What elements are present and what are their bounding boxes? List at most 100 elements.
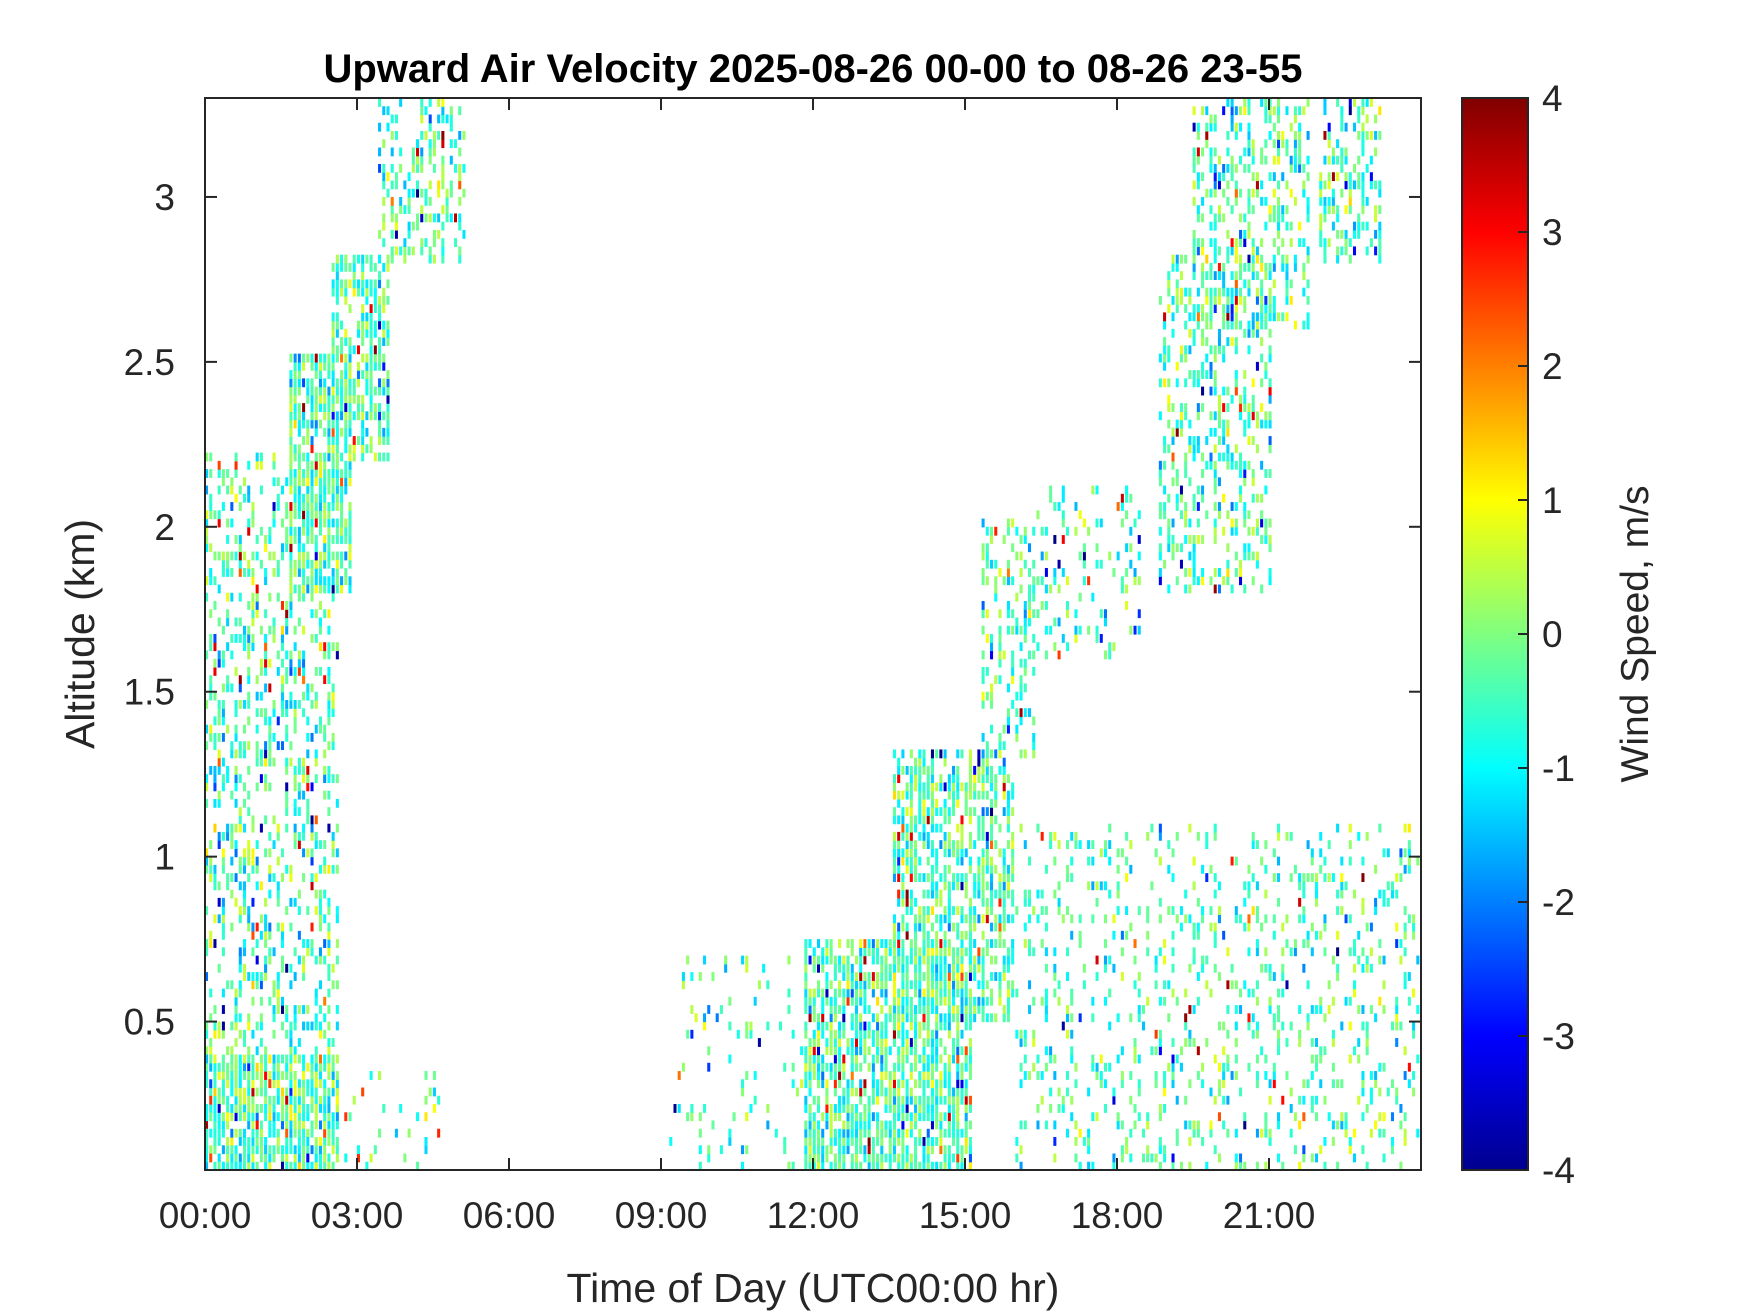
heatmap-cell	[1146, 947, 1150, 957]
heatmap-cell	[1154, 980, 1158, 990]
heatmap-cell	[1120, 1079, 1124, 1089]
heatmap-cell	[1120, 1145, 1124, 1155]
heatmap-cell	[1289, 1104, 1293, 1113]
heatmap-cell	[272, 518, 276, 528]
heatmap-cell	[935, 947, 939, 957]
heatmap-cell	[804, 1137, 808, 1146]
heatmap-cell	[365, 427, 369, 437]
heatmap-cell	[1293, 939, 1297, 948]
heatmap-cell	[977, 856, 981, 866]
heatmap-cell	[960, 947, 964, 957]
heatmap-cell	[264, 955, 268, 965]
heatmap-cell	[327, 1128, 331, 1138]
heatmap-cell	[285, 782, 289, 792]
heatmap-cell	[386, 394, 390, 404]
heatmap-cell	[365, 328, 369, 338]
heatmap-cell	[1361, 873, 1365, 882]
heatmap-cell	[1116, 502, 1120, 511]
heatmap-cell	[289, 658, 293, 668]
heatmap-cell	[1260, 963, 1264, 973]
heatmap-cell	[226, 1062, 230, 1072]
heatmap-cell	[420, 188, 424, 198]
heatmap-cell	[297, 955, 301, 965]
heatmap-cell	[1196, 972, 1200, 981]
heatmap-cell	[1285, 831, 1289, 841]
heatmap-cell	[1264, 98, 1268, 107]
heatmap-cell	[1264, 947, 1268, 957]
heatmap-cell	[348, 279, 352, 289]
heatmap-cell	[1137, 1005, 1141, 1014]
heatmap-cell	[1002, 889, 1006, 899]
heatmap-cell	[310, 477, 314, 487]
heatmap-cell	[1175, 576, 1179, 586]
heatmap-cell	[437, 1128, 441, 1138]
heatmap-cell	[234, 1038, 238, 1047]
heatmap-cell	[221, 1145, 225, 1155]
heatmap-cell	[1306, 939, 1310, 948]
heatmap-cell	[217, 1137, 221, 1146]
heatmap-cell	[209, 510, 213, 520]
heatmap-cell	[217, 1021, 221, 1031]
heatmap-cell	[318, 1071, 322, 1080]
heatmap-cell	[905, 782, 909, 792]
heatmap-cell	[1310, 1095, 1314, 1105]
heatmap-cell	[952, 1120, 956, 1130]
heatmap-cell	[285, 1071, 289, 1080]
heatmap-cell	[331, 337, 335, 346]
heatmap-cell	[863, 1153, 867, 1163]
heatmap-cell	[331, 840, 335, 849]
heatmap-cell	[1289, 831, 1293, 841]
heatmap-cell	[327, 1120, 331, 1130]
heatmap-cell	[1395, 1005, 1399, 1014]
heatmap-cell	[1192, 304, 1196, 313]
heatmap-cell	[394, 221, 398, 231]
heatmap-cell	[365, 1161, 369, 1170]
heatmap-cell	[205, 485, 209, 495]
heatmap-cell	[1053, 947, 1057, 957]
heatmap-cell	[956, 1145, 960, 1155]
heatmap-cell	[876, 972, 880, 981]
heatmap-cell	[816, 980, 821, 990]
heatmap-cell	[981, 691, 985, 701]
heatmap-cell	[1103, 996, 1108, 1006]
heatmap-cell	[1217, 906, 1221, 915]
heatmap-cell	[909, 840, 913, 849]
heatmap-cell	[1251, 328, 1255, 338]
heatmap-cell	[302, 708, 306, 718]
heatmap-cell	[990, 889, 994, 899]
heatmap-cell	[297, 1137, 301, 1146]
heatmap-cell	[791, 1079, 795, 1089]
heatmap-cell	[994, 774, 998, 784]
heatmap-cell	[994, 798, 998, 808]
heatmap-cell	[952, 765, 956, 775]
heatmap-cell	[230, 741, 234, 751]
heatmap-cell	[918, 807, 922, 817]
heatmap-cell	[1158, 1137, 1162, 1146]
heatmap-cell	[964, 782, 968, 792]
heatmap-cell	[1319, 1005, 1323, 1014]
heatmap-cell	[1226, 98, 1230, 107]
heatmap-cell	[998, 741, 1002, 751]
heatmap-cell	[1112, 1095, 1116, 1105]
heatmap-cell	[1234, 196, 1238, 206]
heatmap-cell	[285, 1104, 289, 1113]
heatmap-cell	[1023, 559, 1027, 569]
heatmap-cell	[1213, 939, 1217, 948]
heatmap-cell	[990, 774, 994, 784]
heatmap-cell	[1053, 831, 1057, 841]
heatmap-cell	[255, 708, 259, 718]
heatmap-cell	[1065, 873, 1070, 882]
heatmap-cell	[1226, 980, 1230, 990]
heatmap-cell	[812, 947, 816, 957]
heatmap-cell	[1302, 873, 1306, 882]
heatmap-cell	[985, 790, 989, 800]
heatmap-cell	[1192, 1038, 1196, 1047]
heatmap-cell	[1015, 592, 1019, 602]
heatmap-cell	[1209, 864, 1213, 874]
heatmap-cell	[348, 444, 352, 454]
heatmap-cell	[331, 584, 335, 594]
heatmap-cell	[1213, 568, 1217, 577]
heatmap-cell	[816, 988, 821, 998]
heatmap-cell	[909, 782, 913, 792]
heatmap-cell	[1247, 163, 1251, 173]
